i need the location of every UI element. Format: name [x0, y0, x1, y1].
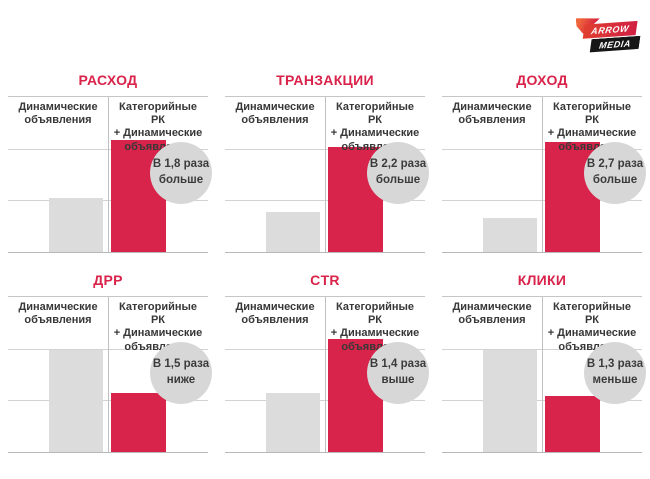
- label-dynamic-ads: Динамические объявления: [235, 301, 315, 327]
- ratio-badge: В 2,7 раза больше: [584, 141, 646, 204]
- panel-dohod: ДОХОД Динамические объявления Категорийн…: [442, 72, 646, 253]
- panel-title: ДОХОД: [516, 72, 568, 88]
- column-divider: [542, 97, 543, 252]
- panel-title: КЛИКИ: [517, 272, 567, 288]
- bar-dynamic-ads: [266, 393, 320, 452]
- bar-chart: Динамические объявления Категорийные РК …: [8, 96, 212, 253]
- column-divider: [542, 297, 543, 452]
- bar-dynamic-ads: [49, 197, 103, 252]
- bar-dynamic-ads: [483, 349, 537, 452]
- label-dynamic-ads: Динамические объявления: [18, 101, 98, 127]
- ratio-badge: В 2,2 раза больше: [367, 141, 429, 204]
- panel-tranzakcii: ТРАНЗАКЦИИ Динамические объявления Катег…: [225, 72, 429, 253]
- panel-drr: ДРР Динамические объявления Категорийные…: [8, 272, 212, 453]
- panel-title: ДРР: [93, 272, 123, 288]
- bar-dynamic-ads: [483, 217, 537, 252]
- bar-chart: Динамические объявления Категорийные РК …: [225, 296, 429, 453]
- ratio-badge: В 1,4 раза выше: [367, 341, 429, 404]
- ratio-badge: В 1,3 раза меньше: [584, 341, 646, 404]
- bar-chart: Динамические объявления Категорийные РК …: [8, 296, 212, 453]
- panel-title: ТРАНЗАКЦИИ: [276, 72, 374, 88]
- charts-grid: РАСХОД Динамические объявления Категорий…: [8, 72, 646, 453]
- column-divider: [325, 297, 326, 452]
- label-dynamic-ads: Динамические объявления: [18, 301, 98, 327]
- panel-kliki: КЛИКИ Динамические объявления Категорийн…: [442, 272, 646, 453]
- logo-band-media: MEDIA: [590, 36, 641, 53]
- logo-band-arrow: ARROW: [582, 20, 638, 39]
- ratio-badge: В 1,5 раза ниже: [150, 341, 212, 404]
- bar-category-plus-dynamic: [545, 396, 600, 452]
- label-dynamic-ads: Динамические объявления: [452, 301, 532, 327]
- panel-title: CTR: [310, 272, 340, 288]
- column-divider: [108, 97, 109, 252]
- label-dynamic-ads: Динамические объявления: [452, 101, 532, 127]
- arrowmedia-logo: ARROW MEDIA: [578, 14, 639, 56]
- column-divider: [108, 297, 109, 452]
- bar-chart: Динамические объявления Категорийные РК …: [442, 96, 646, 253]
- bar-category-plus-dynamic: [111, 393, 166, 452]
- logo-text-media: MEDIA: [598, 37, 632, 51]
- bar-chart: Динамические объявления Категорийные РК …: [225, 96, 429, 253]
- ratio-badge: В 1,8 раза больше: [150, 141, 212, 204]
- bar-dynamic-ads: [49, 349, 103, 452]
- panel-rashod: РАСХОД Динамические объявления Категорий…: [8, 72, 212, 253]
- bar-chart: Динамические объявления Категорийные РК …: [442, 296, 646, 453]
- column-divider: [325, 97, 326, 252]
- label-dynamic-ads: Динамические объявления: [235, 101, 315, 127]
- panel-title: РАСХОД: [78, 72, 138, 88]
- logo-text-arrow: ARROW: [590, 23, 630, 37]
- bar-dynamic-ads: [266, 211, 320, 252]
- panel-ctr: CTR Динамические объявления Категорийные…: [225, 272, 429, 453]
